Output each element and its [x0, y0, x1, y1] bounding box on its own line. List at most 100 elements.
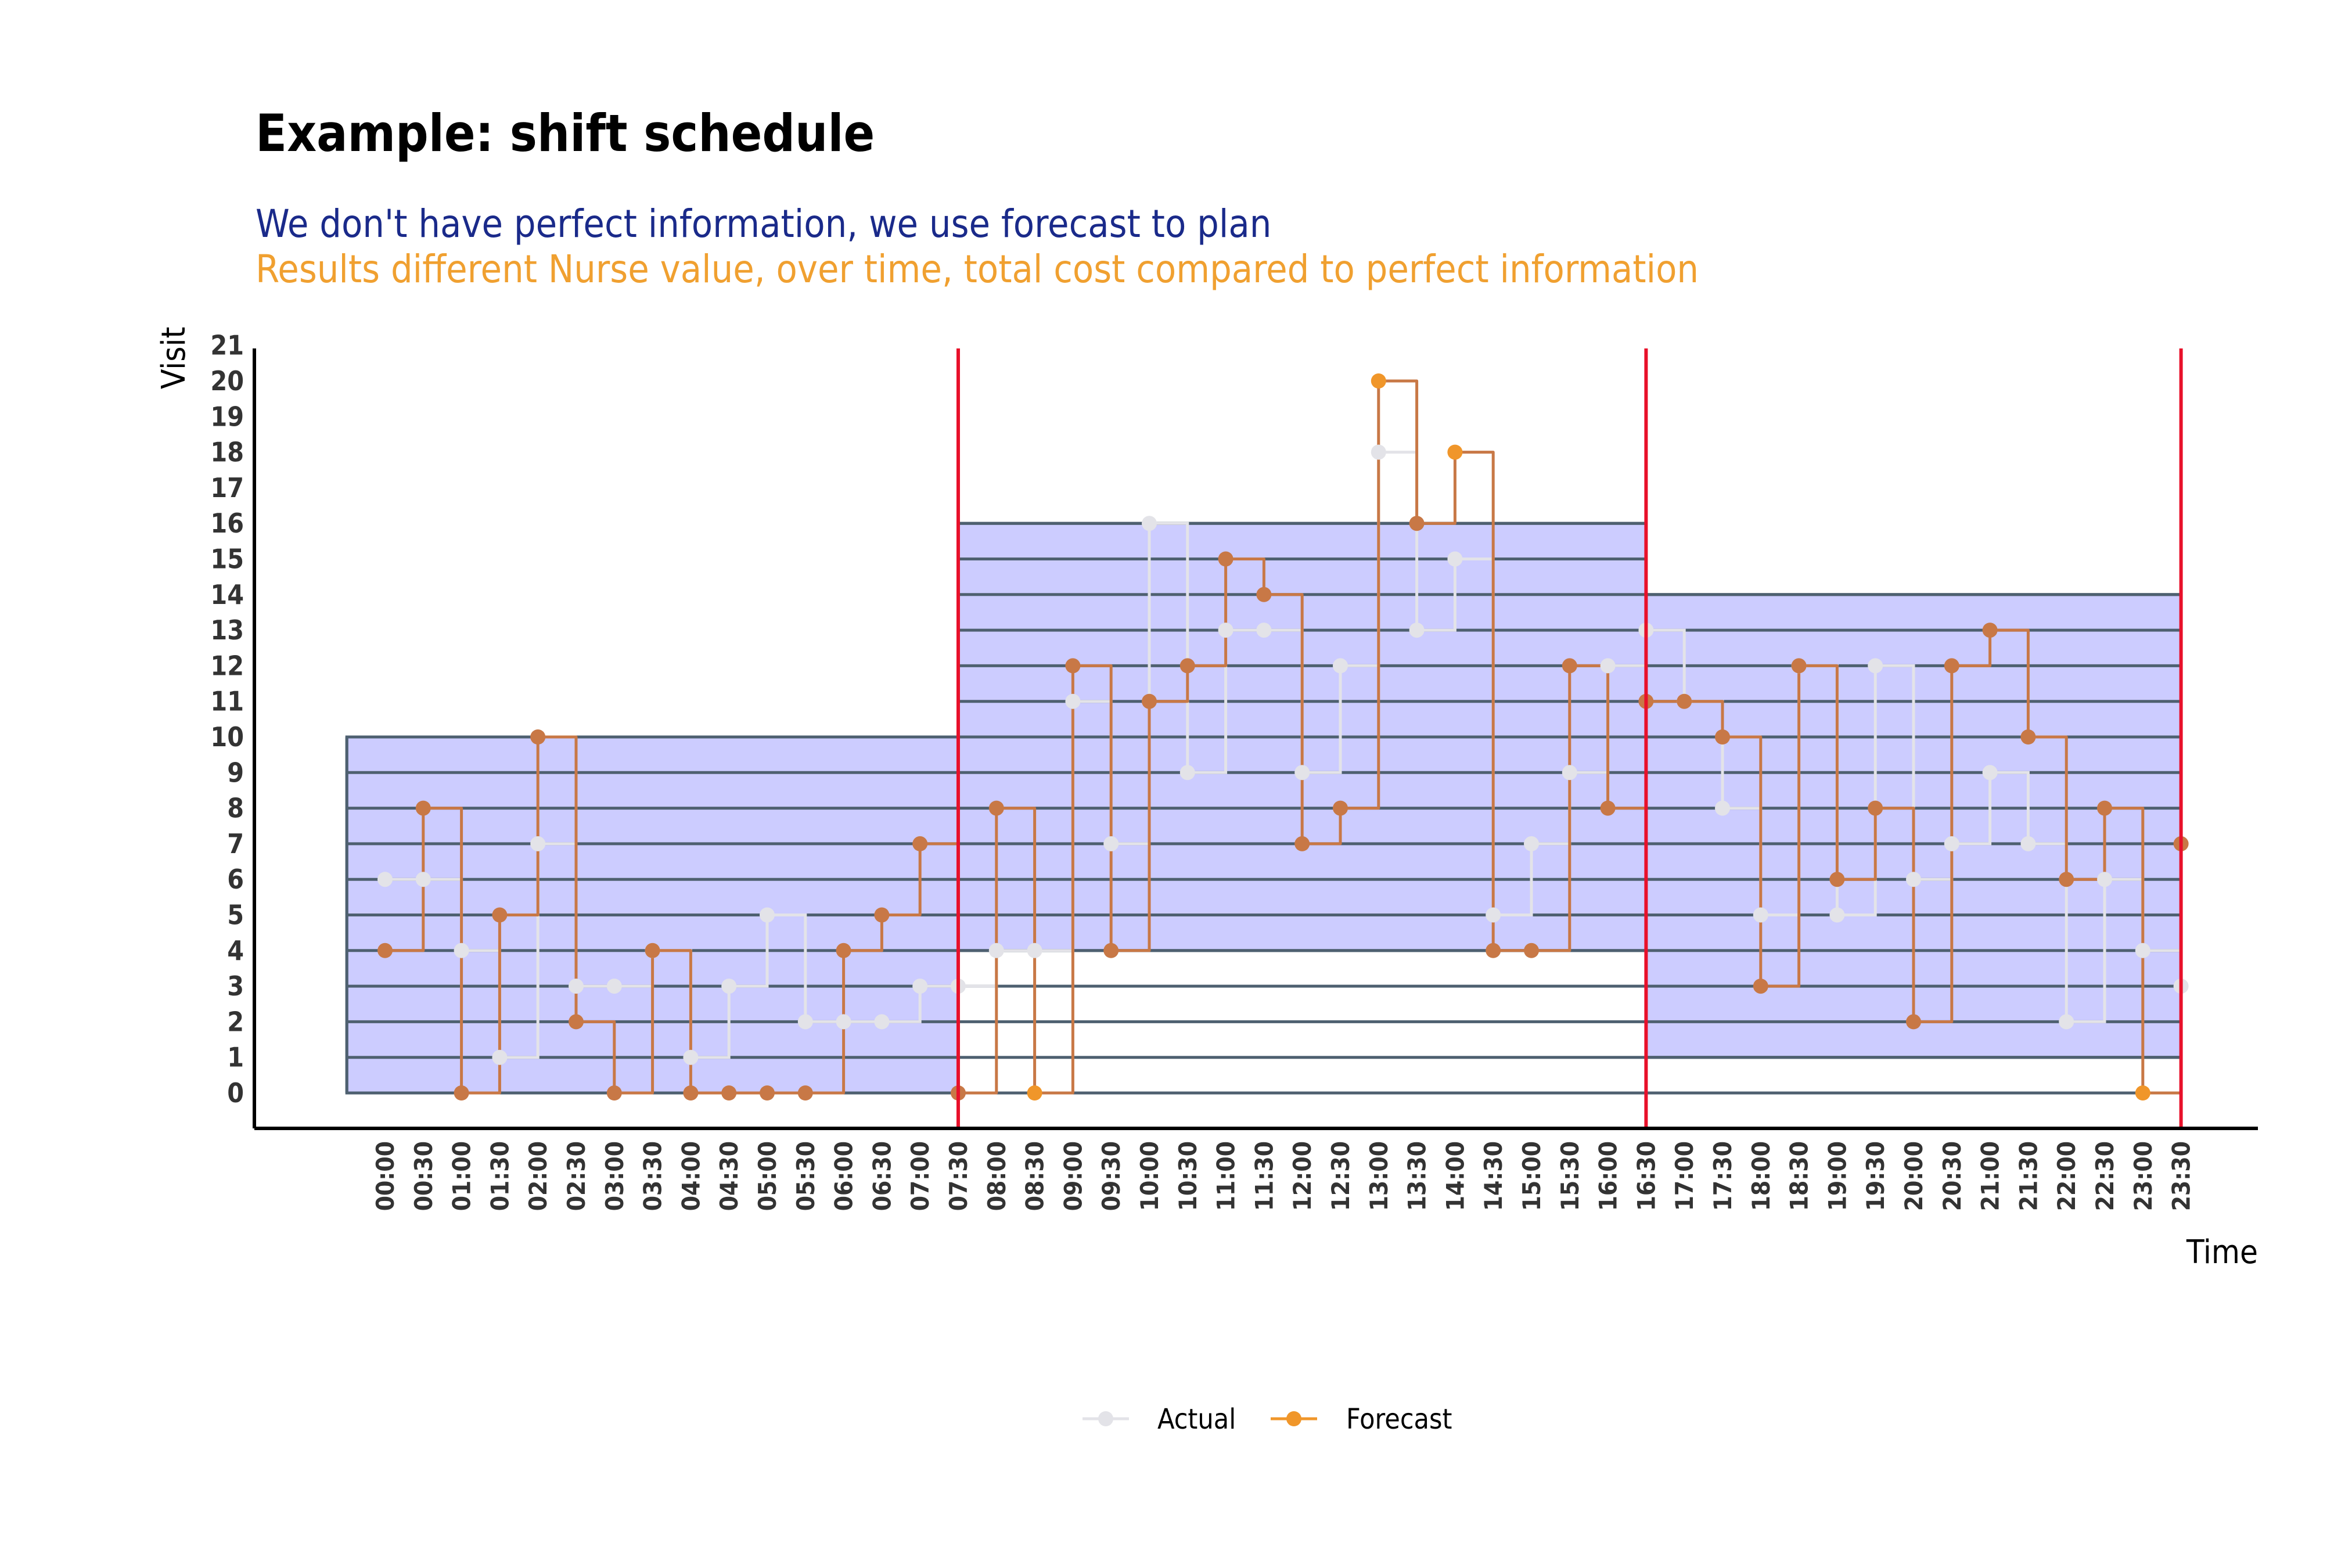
forecast-point — [2059, 872, 2074, 887]
x-tick-label: 22:00 — [2052, 1141, 2081, 1211]
forecast-point — [1906, 1014, 1921, 1030]
actual-point — [1027, 943, 1042, 958]
forecast-point — [2020, 729, 2036, 745]
forecast-point — [2097, 800, 2112, 816]
x-tick-label: 02:00 — [524, 1141, 552, 1211]
actual-point — [1103, 836, 1119, 851]
actual-point — [2020, 836, 2036, 851]
actual-point — [606, 979, 622, 994]
actual-point — [492, 1049, 508, 1065]
x-tick-label: 03:30 — [639, 1141, 667, 1211]
forecast-point — [1562, 658, 1577, 674]
y-tick-label: 8 — [227, 793, 244, 824]
actual-point — [569, 979, 584, 994]
x-tick-label: 19:30 — [1861, 1141, 1890, 1211]
x-tick-label: 16:00 — [1594, 1141, 1623, 1211]
actual-point — [1868, 658, 1883, 674]
actual-point — [1906, 872, 1921, 887]
y-tick-label: 9 — [227, 757, 244, 788]
x-tick-label: 12:30 — [1326, 1141, 1355, 1211]
actual-point — [1829, 907, 1845, 923]
y-tick-label: 15 — [210, 544, 244, 575]
forecast-point — [1065, 658, 1081, 674]
actual-point — [1600, 658, 1616, 674]
y-tick-label: 0 — [227, 1077, 244, 1109]
forecast-step-line — [385, 379, 2183, 1095]
actual-point — [1447, 551, 1463, 567]
x-tick-label: 07:00 — [906, 1141, 934, 1211]
actual-point — [1294, 765, 1310, 781]
x-tick-label: 21:30 — [2014, 1141, 2042, 1211]
x-tick-label: 06:00 — [830, 1141, 858, 1211]
forecast-point — [1294, 836, 1310, 851]
y-tick-label: 3 — [227, 970, 244, 1002]
y-tick-label: 16 — [210, 508, 244, 539]
x-tick-label: 08:30 — [1021, 1141, 1049, 1211]
y-tick-label: 10 — [210, 721, 244, 753]
forecast-point — [606, 1085, 622, 1101]
x-tick-label: 14:00 — [1441, 1141, 1469, 1211]
chart-subtitle-1: We don't have perfect information, we us… — [256, 202, 1271, 246]
x-tick-label: 23:00 — [2129, 1141, 2157, 1211]
x-tick-label: 21:00 — [1976, 1141, 2005, 1211]
legend: Actual Forecast — [1083, 1403, 1452, 1436]
x-tick-label: 10:00 — [1135, 1141, 1164, 1211]
x-tick-label: 04:30 — [715, 1141, 743, 1211]
forecast-point — [683, 1085, 699, 1101]
actual-step-line — [385, 451, 2183, 1059]
y-tick-label: 14 — [210, 579, 244, 610]
actual-point — [1142, 516, 1157, 531]
y-axis-label: Visit — [155, 327, 193, 389]
x-tick-label: 14:30 — [1479, 1141, 1508, 1211]
forecast-point — [1868, 800, 1883, 816]
forecast-point — [1829, 872, 1845, 887]
forecast-point — [721, 1085, 737, 1101]
forecast-point — [1715, 729, 1730, 745]
actual-point — [1715, 800, 1730, 816]
y-tick-label: 6 — [227, 864, 244, 895]
x-tick-label: 19:00 — [1823, 1141, 1851, 1211]
x-tick-label: 15:00 — [1517, 1141, 1546, 1211]
actual-point — [1486, 907, 1501, 923]
forecast-point — [1791, 658, 1807, 674]
actual-point — [2097, 872, 2112, 887]
x-tick-label: 08:00 — [983, 1141, 1011, 1211]
x-tick-label: 13:00 — [1365, 1141, 1393, 1211]
x-tick-label: 04:00 — [677, 1141, 705, 1211]
forecast-point — [1982, 623, 1998, 638]
x-tick-label: 16:30 — [1632, 1141, 1660, 1211]
forecast-point — [874, 907, 890, 923]
x-tick-label: 17:00 — [1670, 1141, 1699, 1211]
actual-point — [1753, 907, 1768, 923]
actual-point — [1371, 444, 1386, 460]
actual-point — [1982, 765, 1998, 781]
forecast-point — [1753, 979, 1768, 994]
forecast-point — [912, 836, 928, 851]
actual-point — [415, 872, 431, 887]
x-tick-label: 09:30 — [1097, 1141, 1125, 1211]
x-tick-label: 20:00 — [1900, 1141, 1928, 1211]
y-tick-label: 1 — [227, 1042, 244, 1073]
forecast-point — [454, 1085, 469, 1101]
actual-point — [1218, 623, 1233, 638]
forecast-point — [836, 943, 851, 958]
x-tick-label: 01:00 — [448, 1141, 476, 1211]
forecast-point — [1524, 943, 1539, 958]
actual-point — [836, 1014, 851, 1030]
actual-point — [1179, 765, 1195, 781]
x-tick-label: 17:30 — [1709, 1141, 1737, 1211]
forecast-point — [1142, 693, 1157, 709]
x-tick-label: 18:00 — [1747, 1141, 1775, 1211]
x-tick-label: 06:30 — [868, 1141, 896, 1211]
actual-point — [912, 979, 928, 994]
y-tick-label: 4 — [227, 935, 244, 966]
forecast-point — [1447, 444, 1463, 460]
y-tick-label: 13 — [210, 614, 244, 646]
y-tick-label: 5 — [227, 900, 244, 931]
actual-point — [2059, 1014, 2074, 1030]
x-tick-label: 03:00 — [600, 1141, 629, 1211]
y-tick-label: 18 — [210, 437, 244, 468]
actual-point — [530, 836, 546, 851]
y-tick-label: 19 — [210, 401, 244, 432]
